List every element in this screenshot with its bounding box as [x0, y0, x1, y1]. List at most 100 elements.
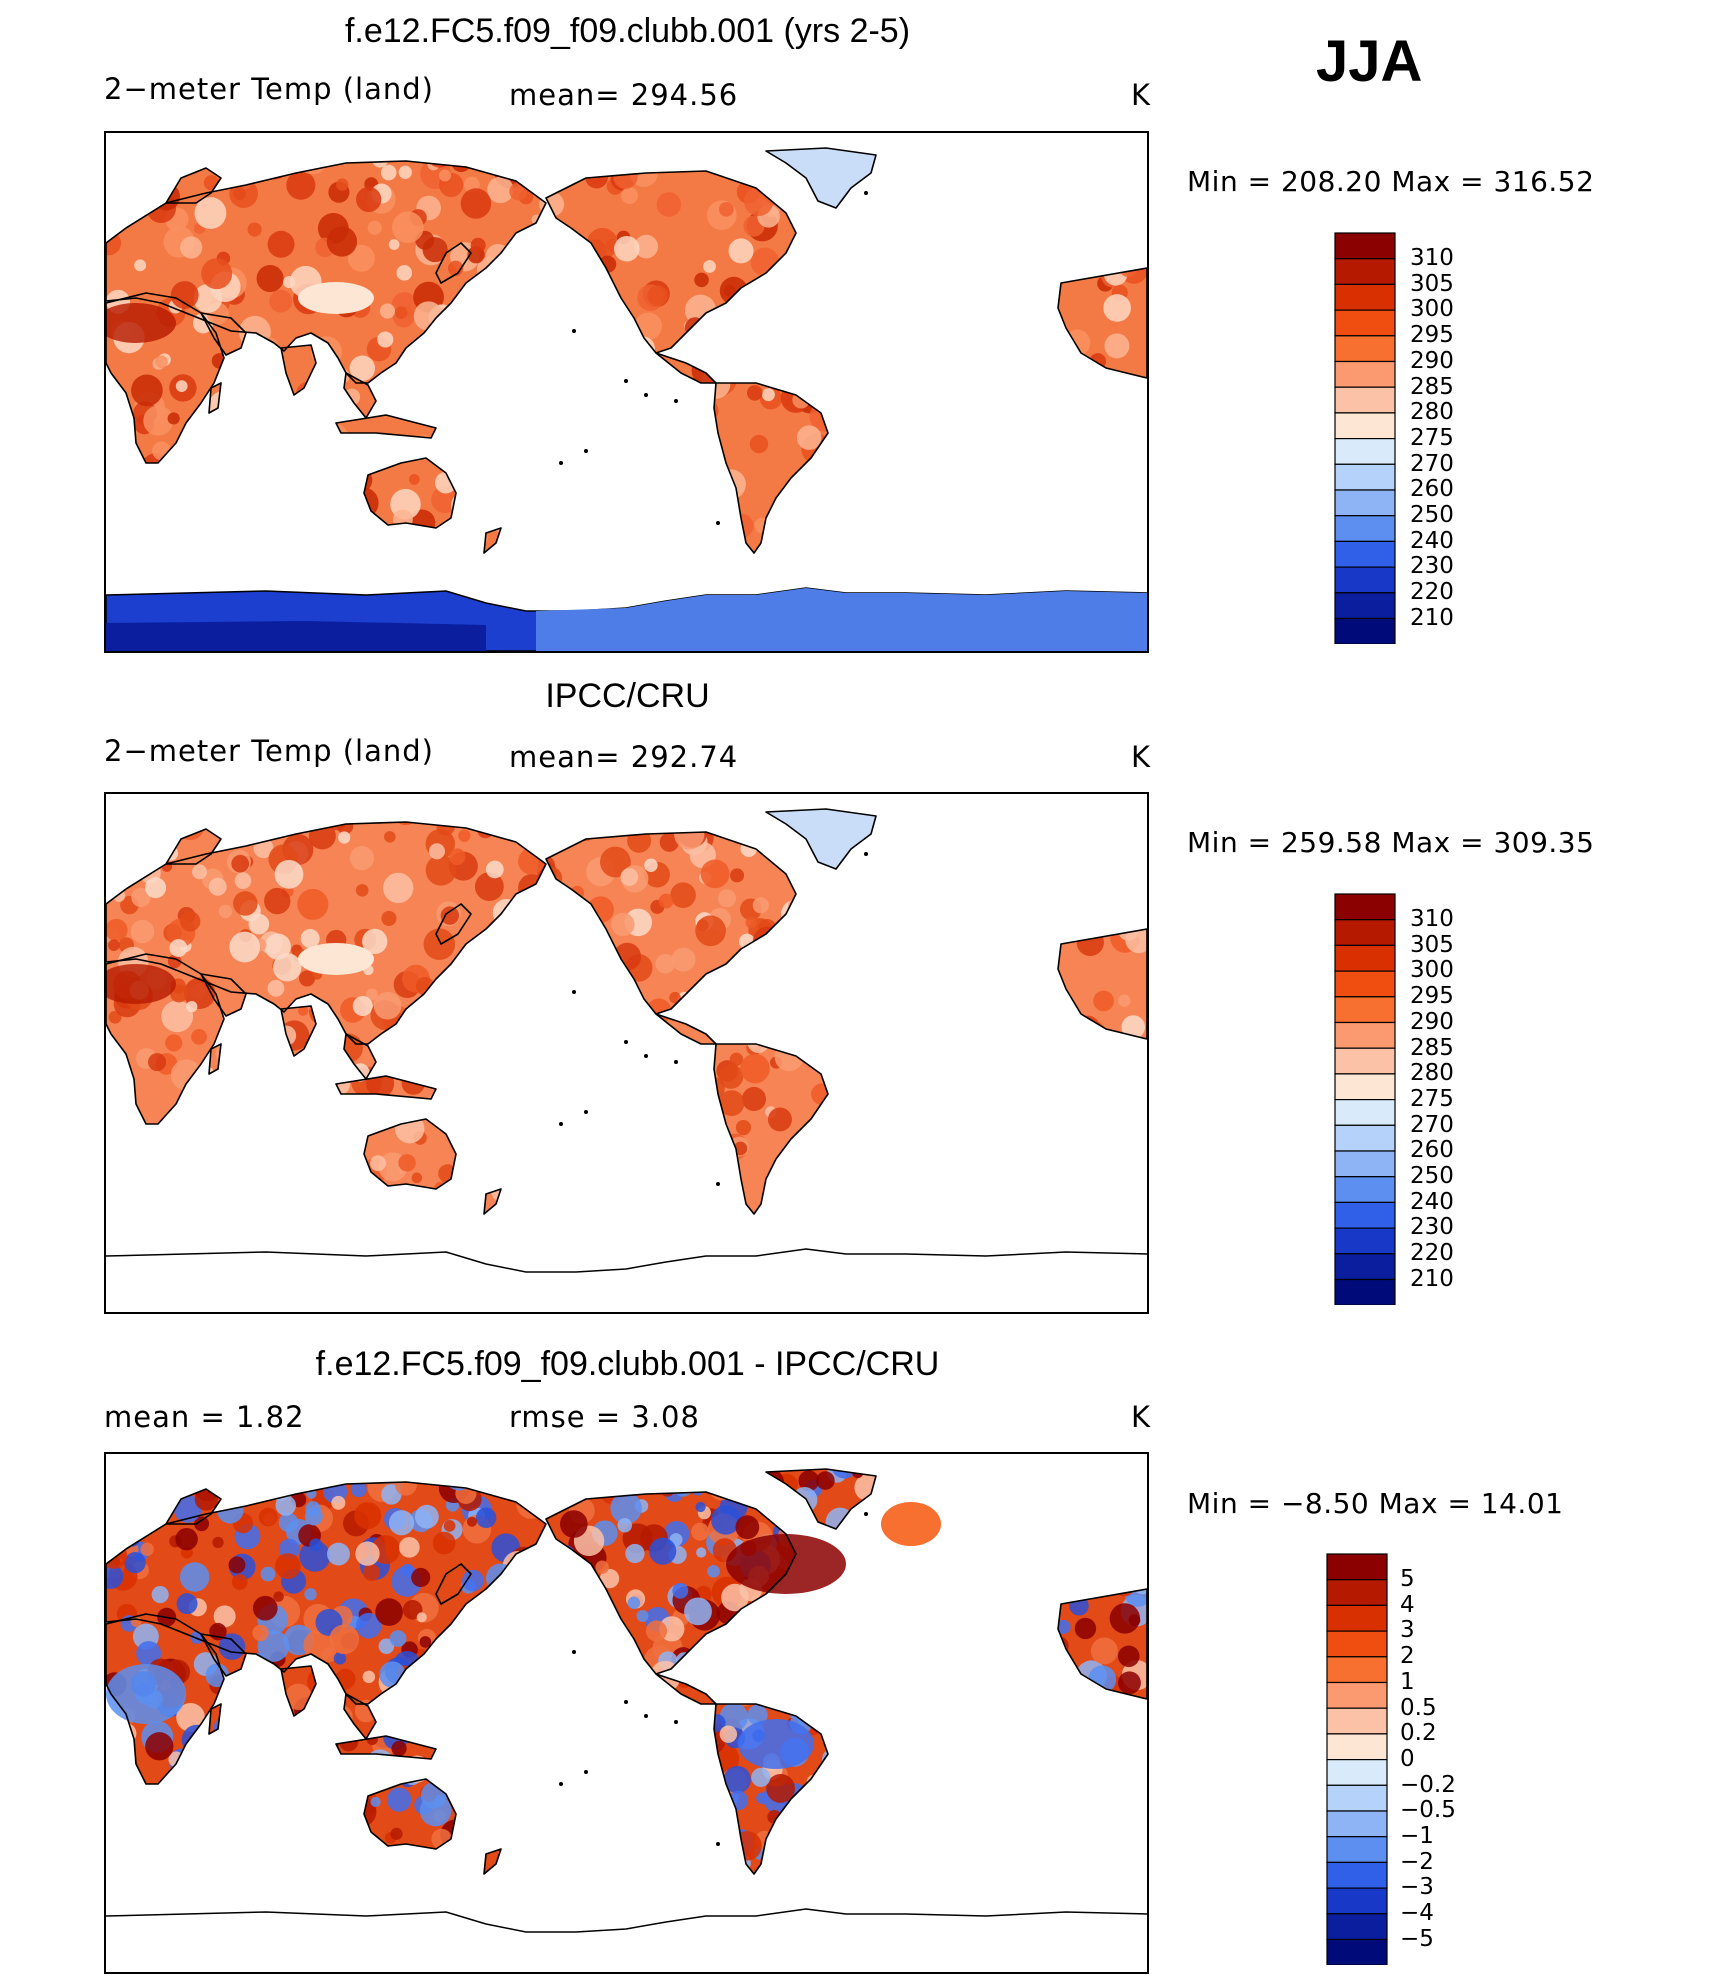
colorbar-swatch	[1334, 309, 1396, 337]
colorbar-swatch	[1334, 1201, 1396, 1229]
colorbar-tick-label: 275	[1410, 1085, 1454, 1112]
island	[716, 1182, 720, 1186]
colorbar-tick-label: 250	[1410, 1163, 1454, 1189]
coastline-wafrica	[1057, 267, 1147, 379]
colorbar-tick-label: 270	[1410, 450, 1454, 477]
colorbar-tick-label: 310	[1410, 245, 1454, 271]
colorbar-tick-label: 210	[1410, 1265, 1454, 1292]
unit-label: K	[1131, 1400, 1151, 1434]
colorbar-tick-label: −0.5	[1400, 1797, 1456, 1824]
colorbar-tick-label: 285	[1410, 373, 1454, 400]
mean-label: mean= 294.56	[509, 78, 739, 112]
antarctica-interior	[106, 621, 486, 651]
coastline-scandinavia	[165, 828, 222, 865]
coastline-arabia	[200, 1633, 247, 1677]
colorbar-swatch	[1334, 970, 1396, 998]
island	[864, 852, 868, 856]
colorbar-tick-label: −4	[1400, 1900, 1434, 1927]
colorbar-swatch	[1334, 566, 1396, 594]
island	[559, 1782, 563, 1786]
island	[559, 461, 563, 465]
colorbar-swatch	[1326, 1836, 1388, 1864]
variable-label: 2−meter Temp (land)	[104, 734, 434, 768]
mean-label: mean= 292.74	[509, 740, 739, 774]
coastline-australia	[363, 1778, 457, 1850]
tibet-cool	[298, 282, 374, 314]
colorbar-swatch	[1326, 1913, 1388, 1941]
coastline-eurasia	[106, 160, 547, 384]
coastline-japan	[435, 242, 472, 284]
coastline-wafrica	[1057, 1588, 1147, 1700]
colorbar-tick-label: 260	[1410, 1137, 1454, 1164]
colorbar-swatch	[1326, 1938, 1388, 1966]
colorbar-swatch	[1326, 1707, 1388, 1735]
colorbar-tick-label: −0.2	[1400, 1771, 1456, 1798]
colorbar-swatch	[1334, 592, 1396, 620]
coastline-madagascar	[208, 1043, 222, 1075]
panel-title: f.e12.FC5.f09_f09.clubb.001 (yrs 2-5)	[344, 12, 911, 50]
land-scandinavia	[166, 829, 221, 864]
min-max-label: Min = 208.20 Max = 316.52	[1187, 165, 1595, 198]
coastline-namerica	[545, 1491, 797, 1675]
colorbar-tick-label: −2	[1400, 1848, 1434, 1875]
colorbar-swatch	[1334, 489, 1396, 517]
mean-label: mean = 1.82	[104, 1400, 305, 1434]
island	[716, 1842, 720, 1846]
greenland-cold	[766, 809, 876, 869]
colorbar-tick-label: 240	[1410, 527, 1454, 554]
colorbar-swatch	[1334, 540, 1396, 568]
colorbar-swatch	[1334, 996, 1396, 1024]
colorbar	[1334, 232, 1398, 649]
coastline-scandinavia	[165, 167, 222, 204]
world-map-obs	[104, 792, 1149, 1314]
colorbar-swatch	[1334, 360, 1396, 388]
world-map-diff	[104, 1452, 1149, 1974]
colorbar-tick-label: 290	[1410, 347, 1454, 374]
canada-warm	[726, 1534, 846, 1594]
coastline-eurasia	[106, 821, 547, 1045]
island	[674, 1720, 678, 1724]
colorbar-swatch	[1326, 1759, 1388, 1786]
panel-title: IPCC/CRU	[545, 677, 710, 715]
colorbar-swatch	[1334, 438, 1396, 465]
island	[572, 1650, 576, 1654]
colorbar-swatch	[1326, 1553, 1388, 1581]
colorbar-swatch	[1334, 258, 1396, 286]
colorbar-swatch	[1334, 1073, 1396, 1101]
colorbar-swatch	[1326, 1656, 1388, 1684]
antarctica-coastline	[106, 1908, 1147, 1933]
colorbar-swatch	[1326, 1810, 1388, 1838]
colorbar-tick-label: 290	[1410, 1008, 1454, 1035]
greenland-cold	[766, 148, 876, 208]
colorbar-tick-label: 5	[1400, 1566, 1415, 1592]
tibet-cool	[298, 943, 374, 975]
land-samerica	[714, 1044, 828, 1214]
coastline-arabia	[200, 312, 247, 356]
coastline-india	[280, 344, 317, 396]
colorbar	[1326, 1553, 1390, 1970]
island	[864, 1512, 868, 1516]
coastline-madagascar	[208, 1703, 222, 1735]
coastline-indonesia	[335, 1735, 437, 1760]
colorbar-tick-label: 0	[1400, 1745, 1415, 1772]
colorbar-swatch	[1326, 1681, 1388, 1709]
colorbar-swatch	[1334, 1099, 1396, 1126]
colorbar-tick-label: 220	[1410, 579, 1454, 606]
land-camerica	[656, 1014, 716, 1044]
season-label: JJA	[1316, 29, 1423, 94]
colorbar-tick-label: −3	[1400, 1874, 1434, 1901]
coastline-arabia	[200, 973, 247, 1017]
variable-label: 2−meter Temp (land)	[104, 72, 434, 106]
island	[624, 1040, 628, 1044]
colorbar-swatch	[1334, 1021, 1396, 1049]
unit-label: K	[1131, 740, 1151, 774]
coastline-australia	[363, 457, 457, 529]
colorbar-tick-label: 285	[1410, 1034, 1454, 1061]
colorbar-tick-label: 280	[1410, 399, 1454, 426]
colorbar-tick-label: 300	[1410, 296, 1454, 323]
colorbar-swatch	[1326, 1861, 1388, 1889]
unit-label: K	[1131, 78, 1151, 112]
colorbar-tick-label: 4	[1400, 1591, 1415, 1618]
island	[674, 1060, 678, 1064]
island	[572, 329, 576, 333]
